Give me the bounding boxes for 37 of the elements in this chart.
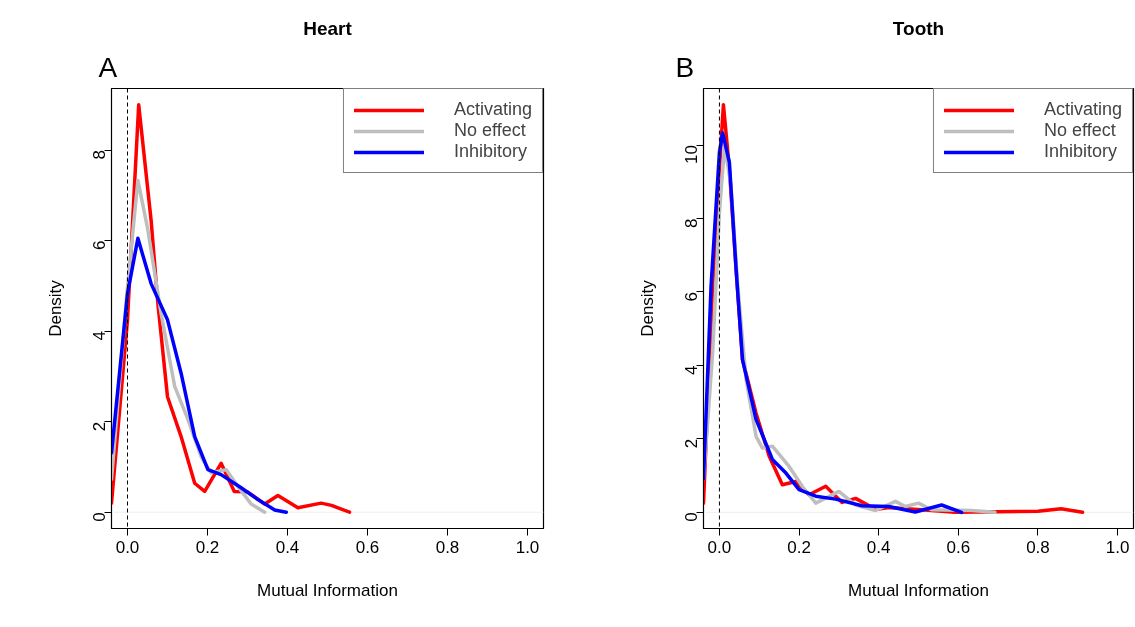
x-tick-label: 0.2 <box>787 537 811 557</box>
legend-label: No effect <box>453 120 526 141</box>
x-tick-label: 0.4 <box>275 537 300 557</box>
text: A <box>98 51 118 83</box>
y-axis-title: Density <box>637 279 657 337</box>
x-axis-title: Mutual Information <box>257 580 398 600</box>
y-tick-label: 0 <box>90 512 110 522</box>
legend-label: No effect <box>1043 120 1116 141</box>
y-axis-title: Density <box>45 279 65 337</box>
y-tick-label: 8 <box>90 150 110 160</box>
x-tick-label: 0.4 <box>866 537 891 557</box>
x-tick-label: 0.8 <box>1026 537 1050 557</box>
legend-label: Inhibitory <box>453 141 527 162</box>
y-tick-label: 6 <box>90 240 110 251</box>
chart-title: Tooth <box>892 17 945 39</box>
y-tick-label: 2 <box>682 438 702 449</box>
x-tick-label: 0.8 <box>435 537 460 557</box>
y-tick-label: 4 <box>90 331 110 341</box>
x-tick-label: 0.6 <box>355 537 380 557</box>
y-tick-label: 10 <box>682 145 702 164</box>
legend-label: Inhibitory <box>1043 141 1117 162</box>
y-tick-label: 2 <box>90 421 110 432</box>
chart-title: Heart <box>303 17 353 39</box>
x-tick-label: 0.0 <box>115 537 140 557</box>
legend-label: Activating <box>1043 99 1122 120</box>
y-tick-label: 6 <box>682 291 702 302</box>
text: B <box>675 51 695 83</box>
x-tick-label: 1.0 <box>515 537 540 557</box>
y-tick-label: 0 <box>682 512 702 522</box>
y-tick-label: 8 <box>682 218 702 228</box>
x-tick-label: 1.0 <box>1105 537 1130 557</box>
y-tick-label: 4 <box>682 365 702 375</box>
x-tick-label: 0.6 <box>946 537 971 557</box>
x-axis-title: Mutual Information <box>848 580 989 600</box>
x-tick-label: 0.2 <box>195 537 220 557</box>
x-tick-label: 0.0 <box>707 537 732 557</box>
legend-label: Activating <box>453 99 532 120</box>
